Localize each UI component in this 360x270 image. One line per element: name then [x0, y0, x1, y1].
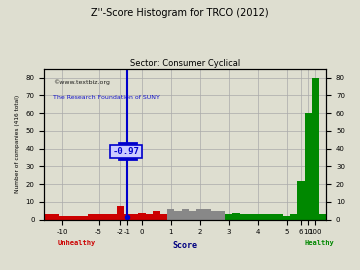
Bar — [167, 209, 175, 220]
Bar — [211, 211, 218, 220]
Bar — [312, 77, 319, 220]
Bar — [297, 181, 305, 220]
Bar — [160, 214, 167, 220]
Bar — [138, 213, 145, 220]
Bar — [117, 205, 124, 220]
Bar — [80, 216, 88, 220]
Bar — [203, 209, 211, 220]
Bar — [73, 216, 80, 220]
Bar — [232, 213, 239, 220]
Y-axis label: Number of companies (416 total): Number of companies (416 total) — [15, 95, 20, 193]
Text: -0.97: -0.97 — [113, 147, 139, 156]
Bar — [269, 214, 276, 220]
Text: Unhealthy: Unhealthy — [58, 240, 96, 246]
Bar — [182, 209, 189, 220]
Bar — [131, 214, 138, 220]
Bar — [247, 214, 254, 220]
Bar — [88, 214, 95, 220]
Bar — [95, 214, 102, 220]
Bar — [218, 211, 225, 220]
Bar — [305, 113, 312, 220]
Bar — [145, 214, 153, 220]
Bar — [153, 211, 160, 220]
Bar — [51, 214, 59, 220]
Bar — [175, 211, 182, 220]
Bar — [196, 209, 203, 220]
Bar — [189, 211, 196, 220]
Bar — [225, 214, 232, 220]
Bar — [66, 216, 73, 220]
Bar — [102, 214, 109, 220]
Bar — [254, 214, 261, 220]
Bar — [283, 216, 290, 220]
Bar — [239, 214, 247, 220]
Bar — [59, 216, 66, 220]
Title: Sector: Consumer Cyclical: Sector: Consumer Cyclical — [130, 59, 240, 68]
Bar — [290, 214, 297, 220]
Text: Healthy: Healthy — [304, 240, 334, 246]
Bar — [109, 214, 117, 220]
Bar — [124, 214, 131, 220]
Bar — [276, 214, 283, 220]
Bar — [261, 214, 269, 220]
Text: The Research Foundation of SUNY: The Research Foundation of SUNY — [53, 95, 159, 100]
Bar — [44, 214, 51, 220]
Text: ©www.textbiz.org: ©www.textbiz.org — [53, 79, 109, 85]
X-axis label: Score: Score — [173, 241, 198, 250]
Text: Z''-Score Histogram for TRCO (2012): Z''-Score Histogram for TRCO (2012) — [91, 8, 269, 18]
Bar — [319, 214, 326, 220]
